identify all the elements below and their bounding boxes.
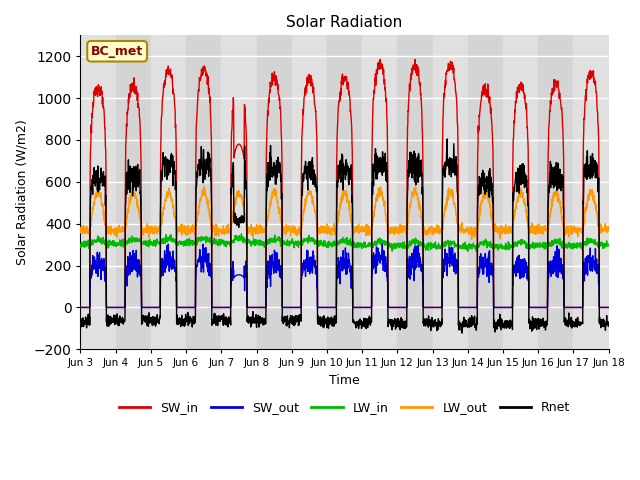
Rnet (371, 152, 379, 157)
SW_out (77, 304, 84, 310)
SW_in (558, 111, 566, 117)
SW_in (376, 57, 384, 62)
Bar (221, 36, 257, 349)
Rnet (360, 319, 367, 325)
LW_in (237, 231, 245, 237)
LW_out (77, 230, 84, 236)
Bar (116, 36, 151, 349)
Bar (151, 36, 186, 349)
Rnet (499, 317, 506, 323)
SW_out (360, 304, 367, 310)
SW_out (605, 304, 612, 310)
LW_out (573, 228, 581, 234)
LW_in (371, 240, 379, 246)
SW_out (199, 241, 207, 247)
X-axis label: Time: Time (329, 374, 360, 387)
SW_in (224, 304, 232, 310)
Rnet (605, 322, 612, 328)
Rnet (224, 315, 232, 321)
Rnet (573, 316, 581, 322)
Bar (362, 36, 397, 349)
Text: BC_met: BC_met (91, 45, 143, 58)
Bar (292, 36, 327, 349)
Bar (433, 36, 468, 349)
Line: LW_in: LW_in (81, 234, 609, 252)
Bar (573, 36, 609, 349)
SW_out (224, 304, 232, 310)
Legend: SW_in, SW_out, LW_in, LW_out, Rnet: SW_in, SW_out, LW_in, LW_out, Rnet (114, 396, 575, 420)
Bar (468, 36, 503, 349)
Bar (81, 36, 116, 349)
SW_out (558, 264, 566, 269)
Rnet (458, 330, 466, 336)
LW_out (360, 226, 367, 232)
SW_out (371, 258, 379, 264)
LW_in (224, 241, 232, 247)
Rnet (444, 136, 451, 142)
LW_out (371, 203, 379, 208)
Bar (186, 36, 221, 349)
SW_in (77, 304, 84, 310)
Rnet (559, 185, 566, 191)
LW_in (360, 244, 367, 250)
LW_out (559, 214, 566, 219)
Bar (327, 36, 362, 349)
LW_in (464, 249, 472, 254)
Line: SW_in: SW_in (81, 60, 609, 307)
Line: SW_out: SW_out (81, 244, 609, 307)
LW_in (77, 242, 84, 248)
SW_out (498, 304, 506, 310)
LW_out (499, 231, 506, 237)
Bar (538, 36, 573, 349)
LW_in (573, 240, 581, 246)
Bar (397, 36, 433, 349)
SW_in (605, 304, 612, 310)
LW_out (412, 183, 419, 189)
LW_in (559, 239, 566, 244)
LW_out (605, 226, 612, 231)
Line: LW_out: LW_out (81, 186, 609, 239)
SW_in (498, 304, 506, 310)
Bar (503, 36, 538, 349)
SW_in (360, 304, 367, 310)
SW_in (371, 76, 379, 82)
Y-axis label: Solar Radiation (W/m2): Solar Radiation (W/m2) (15, 120, 28, 265)
Bar (257, 36, 292, 349)
Rnet (77, 316, 84, 322)
LW_in (605, 243, 612, 249)
Line: Rnet: Rnet (81, 139, 609, 333)
Title: Solar Radiation: Solar Radiation (287, 15, 403, 30)
LW_in (499, 243, 506, 249)
SW_in (573, 304, 580, 310)
LW_out (468, 236, 476, 242)
LW_out (224, 230, 232, 236)
SW_out (573, 304, 580, 310)
